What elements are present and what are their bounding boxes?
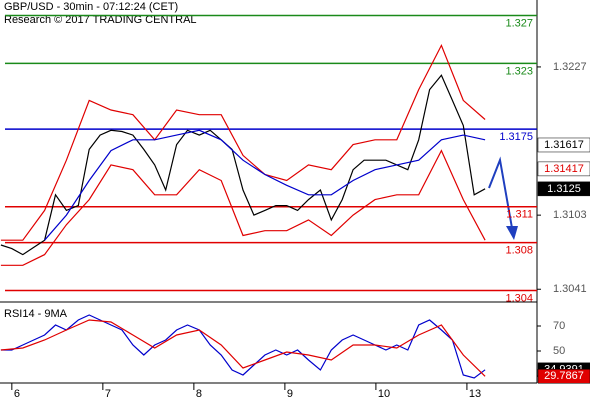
x-tick-label: 8 — [196, 388, 202, 400]
series-line — [0, 43, 486, 241]
value-marker-label: 1.31617 — [544, 139, 584, 151]
value-marker — [537, 137, 590, 153]
x-tick-label: 10 — [378, 388, 390, 400]
value-marker-label: 1.31417 — [544, 163, 584, 175]
forecast-arrow — [488, 156, 518, 240]
y-tick-label: 1.3041 — [553, 283, 587, 295]
series-line — [0, 319, 486, 377]
y-tick-label: 70 — [553, 320, 565, 332]
arrow-head — [506, 226, 518, 240]
value-marker — [537, 161, 590, 177]
level-label: 1.304 — [505, 292, 533, 304]
value-marker — [537, 181, 590, 197]
level-label: 1.308 — [505, 245, 533, 257]
level-label: 1.311 — [506, 209, 533, 221]
series-line — [44, 129, 486, 241]
y-tick-label: 1.3103 — [553, 209, 587, 221]
series-line — [0, 149, 486, 266]
x-tick-label: 6 — [14, 388, 20, 400]
y-tick-label: 50 — [553, 345, 565, 357]
header-copyright: Research © 2017 TRADING CENTRAL — [4, 14, 197, 26]
x-tick-label: 7 — [105, 388, 111, 400]
y-tick-label: 1.3227 — [553, 61, 587, 73]
header-title: GBP/USD - 30min - 07:12:24 (CET) — [4, 1, 178, 13]
value-marker — [537, 369, 590, 384]
level-label: 1.327 — [505, 17, 533, 29]
x-tick-label: 9 — [287, 388, 293, 400]
value-marker-label: 1.3125 — [547, 183, 581, 195]
x-tick-label: 13 — [469, 388, 481, 400]
level-label: 1.3175 — [499, 131, 533, 143]
arrow-path — [488, 156, 513, 229]
value-marker-label: 29.7867 — [544, 370, 584, 382]
series-line — [0, 314, 486, 379]
panel-title: RSI14 - 9MA — [4, 308, 68, 320]
level-label: 1.323 — [505, 65, 533, 77]
series-line — [0, 74, 486, 256]
